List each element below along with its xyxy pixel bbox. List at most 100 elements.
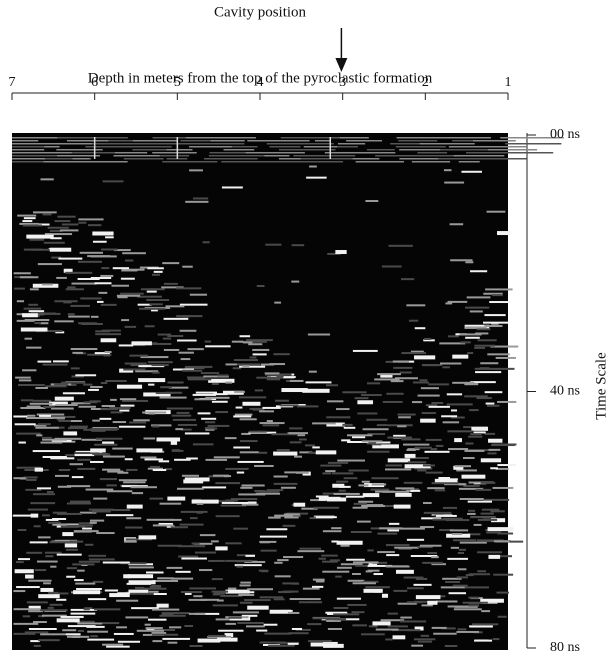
texture-streak <box>470 270 488 273</box>
texture-streak <box>397 425 407 428</box>
texture-streak <box>307 623 322 626</box>
texture-streak <box>252 348 270 351</box>
texture-streak <box>77 569 85 572</box>
texture-streak <box>124 325 137 328</box>
texture-streak <box>215 482 241 485</box>
texture-streak <box>268 516 281 519</box>
x-tick-label: 4 <box>257 75 264 90</box>
texture-streak <box>465 261 474 264</box>
texture-streak <box>387 612 398 615</box>
texture-streak <box>180 358 191 361</box>
texture-streak <box>194 398 212 401</box>
texture-streak <box>466 152 531 154</box>
texture-streak <box>324 152 389 154</box>
texture-streak <box>477 551 502 554</box>
texture-streak <box>488 448 501 451</box>
texture-streak <box>28 605 41 610</box>
texture-streak <box>78 221 87 224</box>
texture-streak <box>265 243 282 246</box>
texture-streak <box>280 609 293 612</box>
texture-streak <box>483 498 510 501</box>
texture-streak <box>476 397 492 400</box>
texture-streak <box>440 586 465 589</box>
texture-streak <box>268 644 286 647</box>
texture-streak <box>119 409 130 412</box>
texture-streak <box>387 529 400 532</box>
texture-streak <box>32 450 60 453</box>
texture-streak <box>235 406 243 409</box>
texture-streak <box>276 375 284 378</box>
texture-streak <box>50 407 74 410</box>
texture-streak <box>469 310 483 313</box>
texture-streak <box>277 559 289 562</box>
texture-streak <box>461 170 482 173</box>
texture-streak <box>199 569 213 572</box>
texture-streak <box>111 509 131 512</box>
texture-streak <box>69 540 84 543</box>
texture-streak <box>435 514 457 517</box>
texture-streak <box>398 547 412 550</box>
texture-streak <box>211 400 228 403</box>
texture-streak <box>88 554 107 557</box>
texture-streak <box>146 518 174 521</box>
texture-streak <box>149 465 160 468</box>
texture-streak <box>252 353 267 356</box>
texture-streak <box>372 561 388 564</box>
texture-streak <box>91 510 111 513</box>
texture-streak <box>22 220 33 223</box>
texture-streak <box>12 514 37 517</box>
texture-streak <box>365 200 379 203</box>
texture-streak <box>421 604 433 607</box>
texture-streak <box>461 474 486 479</box>
texture-streak <box>45 385 67 388</box>
texture-streak <box>467 352 474 355</box>
texture-streak <box>495 356 517 359</box>
texture-streak <box>399 527 425 530</box>
texture-streak <box>468 509 476 512</box>
texture-streak <box>274 561 283 564</box>
texture-streak <box>434 489 446 492</box>
texture-streak <box>221 161 276 163</box>
texture-streak <box>367 433 386 436</box>
texture-streak <box>12 143 61 145</box>
texture-streak <box>68 315 90 318</box>
texture-streak <box>410 350 424 353</box>
texture-streak <box>225 559 253 562</box>
texture-streak <box>442 577 462 580</box>
texture-streak <box>375 628 399 631</box>
texture-streak <box>117 640 141 643</box>
texture-streak <box>26 234 54 239</box>
texture-streak <box>53 592 69 595</box>
texture-streak <box>457 628 467 631</box>
texture-streak <box>205 345 231 348</box>
texture-streak <box>157 333 172 336</box>
texture-streak <box>462 457 475 460</box>
texture-streak <box>18 379 32 382</box>
texture-streak <box>425 471 443 474</box>
texture-streak <box>75 450 103 453</box>
texture-streak <box>98 291 108 294</box>
texture-streak <box>431 401 444 404</box>
texture-streak <box>215 411 229 414</box>
texture-streak <box>238 396 267 399</box>
texture-streak <box>14 423 36 426</box>
texture-streak <box>19 276 39 279</box>
texture-streak <box>13 632 36 635</box>
texture-streak <box>307 333 331 336</box>
texture-streak <box>51 256 62 259</box>
texture-streak <box>407 629 421 632</box>
texture-streak <box>294 455 302 458</box>
texture-streak <box>167 496 186 501</box>
texture-streak <box>414 355 436 360</box>
texture-streak <box>230 498 258 501</box>
texture-streak <box>163 348 180 351</box>
texture-streak <box>464 306 490 309</box>
texture-streak <box>327 627 342 630</box>
texture-streak <box>105 236 114 239</box>
texture-streak <box>88 558 115 561</box>
texture-streak <box>12 158 52 160</box>
texture-streak <box>458 568 467 571</box>
texture-streak <box>459 333 482 336</box>
texture-streak <box>76 587 102 590</box>
texture-streak <box>204 158 252 160</box>
